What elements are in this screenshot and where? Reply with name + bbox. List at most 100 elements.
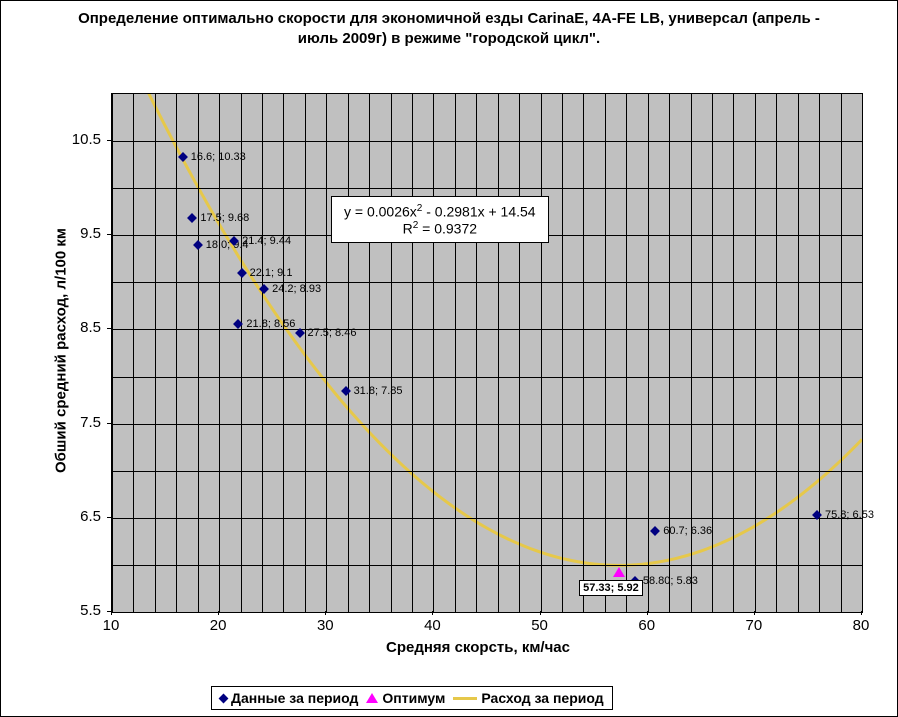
data-point-label: 75.8; 6.53 [825, 509, 874, 521]
y-tick [107, 140, 111, 141]
y-tick-label: 5.5 [61, 602, 101, 619]
gridline-v-minor [305, 94, 306, 612]
gridline-v-minor [798, 94, 799, 612]
gridline-v-minor [476, 94, 477, 612]
data-point-label: 58.80; 5.83 [643, 575, 698, 587]
trend-curve [112, 94, 862, 612]
x-tick [540, 611, 541, 615]
gridline-v [326, 94, 327, 612]
legend-item: Данные за период [220, 690, 358, 706]
gridline-v-minor [348, 94, 349, 612]
x-tick [432, 611, 433, 615]
y-tick-label: 6.5 [61, 508, 101, 525]
data-point [193, 240, 203, 250]
plot-area: 16.6; 10.3317.5; 9.6818.0; 9.421.4; 9.44… [111, 93, 863, 613]
legend: Данные за период Оптимум Расход за период [211, 686, 613, 710]
gridline-v [433, 94, 434, 612]
gridline-h-minor [112, 565, 862, 566]
gridline-v [648, 94, 649, 612]
data-point-label: 27.5; 8.46 [308, 327, 357, 339]
gridline-v-minor [176, 94, 177, 612]
gridline-v-minor [605, 94, 606, 612]
gridline-h [112, 612, 862, 613]
data-point [237, 268, 247, 278]
x-tick-label: 50 [525, 617, 555, 634]
y-tick [107, 328, 111, 329]
gridline-v-minor [733, 94, 734, 612]
gridline-v [112, 94, 113, 612]
gridline-v-minor [583, 94, 584, 612]
data-point-label: 24.2; 8.93 [272, 283, 321, 295]
gridline-v-minor [626, 94, 627, 612]
gridline-v-minor [819, 94, 820, 612]
gridline-h [112, 424, 862, 425]
x-tick-label: 80 [846, 617, 876, 634]
gridline-v [219, 94, 220, 612]
gridline-v-minor [562, 94, 563, 612]
gridline-v-minor [155, 94, 156, 612]
legend-label: Данные за период [231, 690, 358, 706]
x-tick-label: 10 [96, 617, 126, 634]
data-point-label: 21.8; 8.56 [246, 318, 295, 330]
gridline-v-minor [283, 94, 284, 612]
equation-line-2: R2 = 0.9372 [344, 220, 536, 237]
x-tick [325, 611, 326, 615]
gridline-h [112, 141, 862, 142]
gridline-v-minor [369, 94, 370, 612]
data-point [178, 152, 188, 162]
data-point [187, 213, 197, 223]
y-axis-label: Обший средний расход, л/100 км [53, 211, 70, 491]
data-point [650, 526, 660, 536]
optimum-point [613, 567, 625, 577]
x-tick-label: 60 [632, 617, 662, 634]
y-tick [107, 517, 111, 518]
legend-item: Оптимум [366, 690, 445, 706]
x-axis-label: Средняя скорсть, км/час [386, 639, 570, 656]
chart-title: Определение оптимально скорости для экон… [1, 9, 897, 48]
x-tick [218, 611, 219, 615]
gridline-v-minor [841, 94, 842, 612]
data-point-label: 60.7; 6.36 [663, 525, 712, 537]
optimum-label: 57.33; 5.92 [579, 580, 643, 596]
x-tick [861, 611, 862, 615]
data-point-label: 16.6; 10.33 [191, 151, 246, 163]
gridline-v-minor [133, 94, 134, 612]
data-point-label: 31.8; 7.85 [354, 385, 403, 397]
x-tick [647, 611, 648, 615]
gridline-v-minor [712, 94, 713, 612]
data-point [341, 386, 351, 396]
equation-line-1: y = 0.0026x2 - 0.2981x + 14.54 [344, 203, 536, 220]
gridline-v [755, 94, 756, 612]
x-tick-label: 70 [739, 617, 769, 634]
gridline-v-minor [198, 94, 199, 612]
y-tick [107, 234, 111, 235]
legend-marker [453, 697, 477, 700]
data-point [233, 319, 243, 329]
legend-marker [366, 693, 378, 703]
chart-container: Определение оптимально скорости для экон… [0, 0, 898, 717]
gridline-v-minor [498, 94, 499, 612]
x-tick-label: 40 [417, 617, 447, 634]
gridline-v-minor [412, 94, 413, 612]
gridline-h [112, 329, 862, 330]
legend-label: Оптимум [382, 690, 445, 706]
data-point-label: 17.5; 9.68 [200, 212, 249, 224]
y-tick [107, 423, 111, 424]
x-tick-label: 20 [203, 617, 233, 634]
data-point [259, 284, 269, 294]
data-point-label: 22.1; 9.1 [250, 267, 293, 279]
y-tick-label: 9.5 [61, 225, 101, 242]
y-tick-label: 7.5 [61, 414, 101, 431]
gridline-v-minor [455, 94, 456, 612]
legend-item: Расход за период [453, 690, 603, 706]
y-tick-label: 8.5 [61, 319, 101, 336]
gridline-h-minor [112, 471, 862, 472]
x-tick [111, 611, 112, 615]
gridline-v-minor [241, 94, 242, 612]
gridline-v-minor [391, 94, 392, 612]
legend-marker [219, 693, 229, 703]
gridline-h [112, 518, 862, 519]
gridline-v-minor [262, 94, 263, 612]
gridline-h-minor [112, 282, 862, 283]
y-tick-label: 10.5 [61, 131, 101, 148]
